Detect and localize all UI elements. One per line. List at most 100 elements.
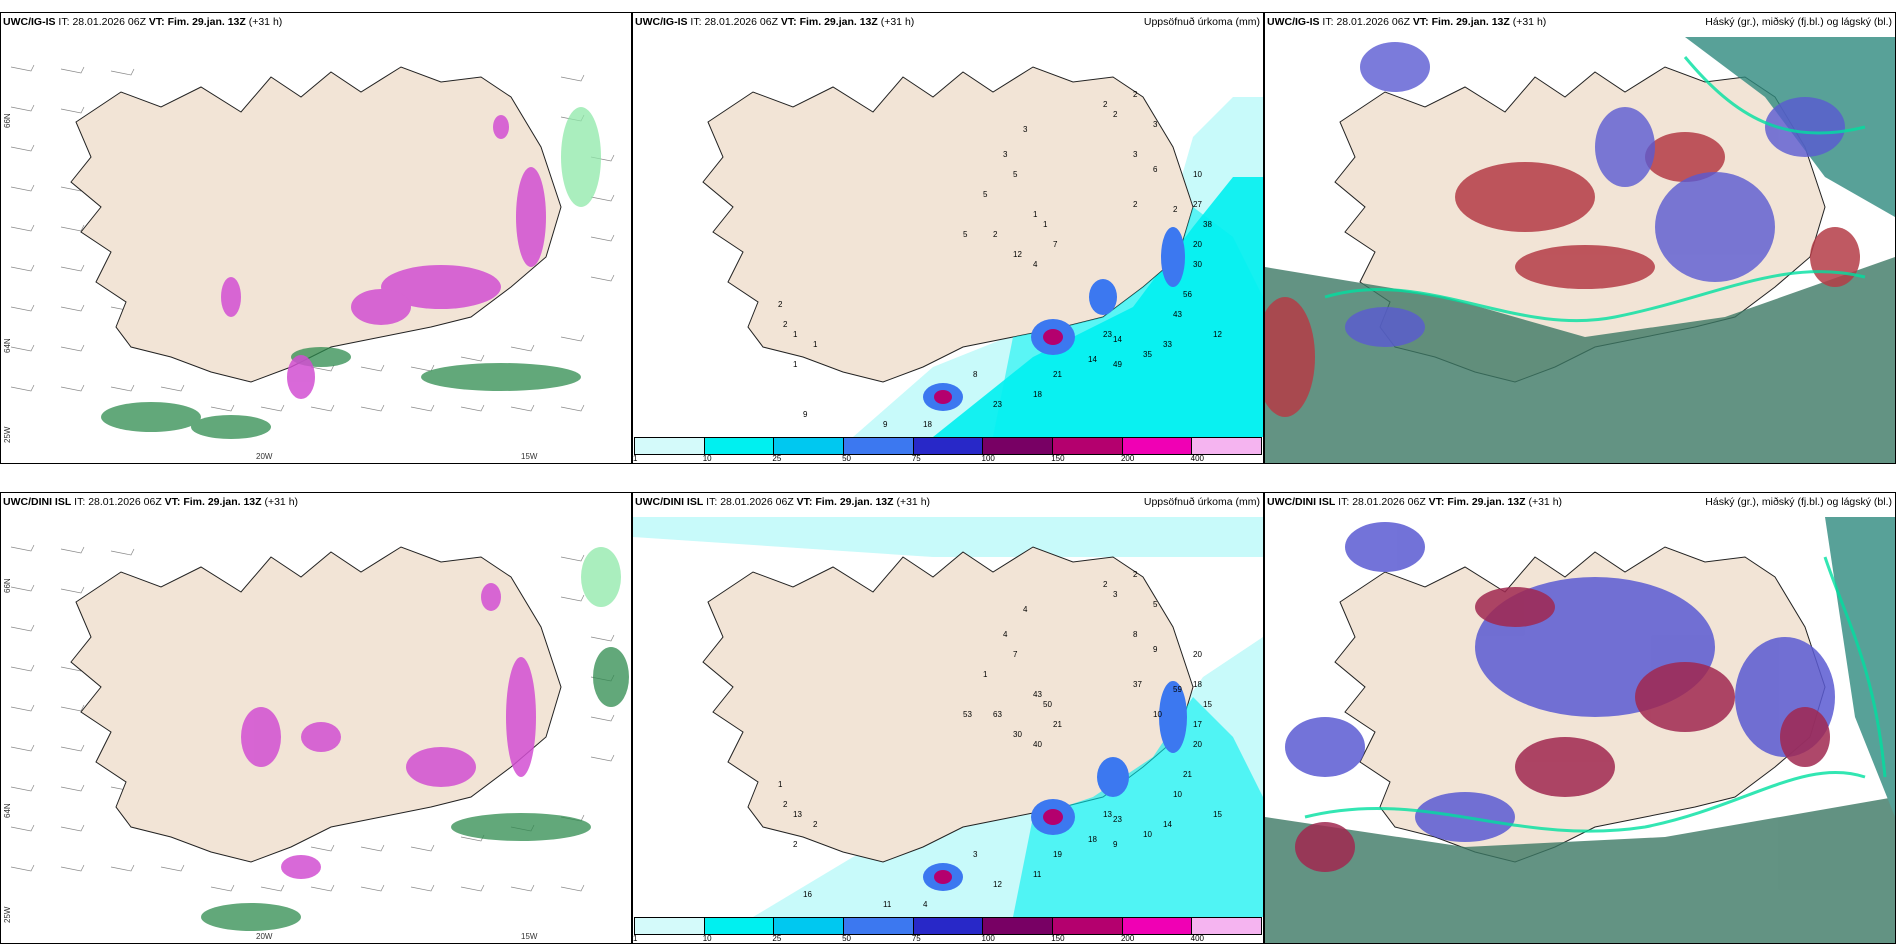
precip-value-label: 2 (1103, 580, 1108, 589)
precip-value-label: 1 (793, 330, 798, 339)
precip-value-label: 23 (1113, 815, 1122, 824)
colorbar-tick: 100 (981, 454, 995, 463)
precip-value-label: 38 (1203, 220, 1212, 229)
precip-value-label: 10 (1153, 710, 1162, 719)
lon-label-15w: 15W (521, 452, 538, 461)
precip-value-label: 8 (1133, 630, 1138, 639)
cloud-map (1265, 517, 1895, 943)
colorbar-tick: 75 (911, 454, 921, 463)
wind-snow-map (10, 544, 629, 931)
precip-value-label: 59 (1173, 685, 1182, 694)
panel-header: UWC/DINI ISL IT: 28.01.2026 06Z VT: Fim.… (3, 496, 299, 508)
precip-value-label: 63 (993, 710, 1002, 719)
precip-colorbar: 1 10 25 50 75 100 150 200 400 (633, 917, 1263, 943)
precip-value-label: 56 (1183, 290, 1192, 299)
precip-value-label: 7 (1013, 650, 1018, 659)
colorbar-swatch (1053, 438, 1123, 454)
colorbar-tick: 1 (633, 454, 638, 463)
cloud-mid (1295, 587, 1830, 872)
precip-value-label: 6 (1153, 165, 1158, 174)
precip-value-label: 5 (963, 230, 968, 239)
precip-value-label: 33 (1163, 340, 1172, 349)
precip-value-label: 14 (1163, 820, 1172, 829)
precip-value-label: 8 (973, 370, 978, 379)
precip-value-label: 3 (1113, 590, 1118, 599)
colorbar-swatch (1122, 438, 1193, 454)
precip-value-label: 49 (1113, 360, 1122, 369)
precip-colorbar: 1 10 25 50 75 100 150 200 400 (633, 437, 1263, 463)
precip-value-label: 13 (793, 810, 802, 819)
colorbar-tick: 400 (1190, 454, 1205, 463)
lon-label-15w: 15W (521, 932, 538, 941)
cloud-high (1345, 42, 1845, 347)
precip-value-label: 23 (1103, 330, 1112, 339)
precip-title: Uppsöfnuð úrkoma (mm) (1143, 16, 1260, 28)
colorbar-tick: 1 (633, 934, 638, 943)
precip-value-label: 9 (883, 420, 888, 429)
precip-value-label: 18 (1033, 390, 1042, 399)
cloud-map (1265, 37, 1895, 463)
precip-value-label: 5 (1153, 600, 1158, 609)
lat-label-66n: 66N (3, 113, 12, 128)
colorbar-tick: 10 (702, 934, 712, 943)
panel-cloud-bottom: UWC/DINI ISL IT: 28.01.2026 06Z VT: Fim.… (1264, 492, 1896, 944)
rain-green (201, 547, 629, 931)
cloud-low (1265, 517, 1895, 943)
precip-value-label: 21 (1053, 370, 1062, 379)
panel-precip-top: UWC/IG-IS IT: 28.01.2026 06Z VT: Fim. 29… (632, 12, 1264, 464)
colorbar-swatch (1053, 918, 1123, 934)
lat-label-64n: 64N (3, 803, 12, 818)
precip-value-label: 15 (1203, 700, 1212, 709)
precip-value-label: 10 (1193, 170, 1202, 179)
precip-value-label: 18 (1088, 835, 1097, 844)
lon-label-20w: 20W (256, 452, 273, 461)
precip-value-label: 2 (1113, 110, 1118, 119)
precip-value-label: 2 (1103, 100, 1108, 109)
colorbar-swatch (983, 438, 1054, 454)
precip-value-label: 3 (973, 850, 978, 859)
precip-value-label: 7 (1053, 240, 1058, 249)
cloud-title: Háský (gr.), miðský (fj.bl.) og lágský (… (1705, 496, 1892, 508)
colorbar-swatch (774, 918, 845, 934)
colorbar-tick: 200 (1120, 454, 1135, 463)
lat-label-64n: 64N (3, 338, 12, 353)
precip-value-label: 2 (1133, 200, 1138, 209)
precip-value-label: 40 (1033, 740, 1042, 749)
panel-precip-bottom: UWC/DINI ISL IT: 28.01.2026 06Z VT: Fim.… (632, 492, 1264, 944)
precip-value-label: 16 (803, 890, 812, 899)
colorbar-swatch (1122, 918, 1193, 934)
precip-value-label: 4 (1023, 605, 1028, 614)
precip-value-label: 37 (1133, 680, 1142, 689)
precip-value-label: 3 (1133, 150, 1138, 159)
panel-header: UWC/IG-IS IT: 28.01.2026 06Z VT: Fim. 29… (635, 16, 915, 28)
precip-value-label: 5 (983, 190, 988, 199)
colorbar-swatch (844, 918, 914, 934)
precip-value-label: 21 (1183, 770, 1192, 779)
precip-value-label: 1 (1043, 220, 1048, 229)
colorbar-swatch (635, 438, 705, 454)
cloud-title: Háský (gr.), miðský (fj.bl.) og lágský (… (1705, 16, 1892, 28)
precip-value-label: 10 (1173, 790, 1182, 799)
precip-value-label: 2 (1173, 205, 1178, 214)
colorbar-tick: 150 (1051, 934, 1065, 943)
colorbar-tick: 25 (772, 454, 782, 463)
precip-value-label: 1 (1033, 210, 1038, 219)
panel-cloud-top: UWC/IG-IS IT: 28.01.2026 06Z VT: Fim. 29… (1264, 12, 1896, 464)
panel-header: UWC/DINI ISL IT: 28.01.2026 06Z VT: Fim.… (635, 496, 931, 508)
colorbar-tick: 75 (911, 934, 921, 943)
precip-value-label: 18 (923, 420, 932, 429)
precip-value-label: 2 (778, 300, 783, 309)
precip-maxima (923, 227, 1185, 411)
colorbar-swatch (844, 438, 914, 454)
precip-title: Uppsöfnuð úrkoma (mm) (1143, 496, 1260, 508)
precip-value-label: 50 (1043, 700, 1052, 709)
colorbar-swatch (913, 918, 984, 934)
precip-value-label: 4 (923, 900, 928, 909)
lat-label-66n: 66N (3, 578, 12, 593)
precip-value-label: 14 (1088, 355, 1097, 364)
precip-value-label: 30 (1013, 730, 1022, 739)
lat-label-25w: 25W (3, 906, 12, 923)
lon-label-20w: 20W (256, 932, 273, 941)
precip-value-label: 9 (1153, 645, 1158, 654)
